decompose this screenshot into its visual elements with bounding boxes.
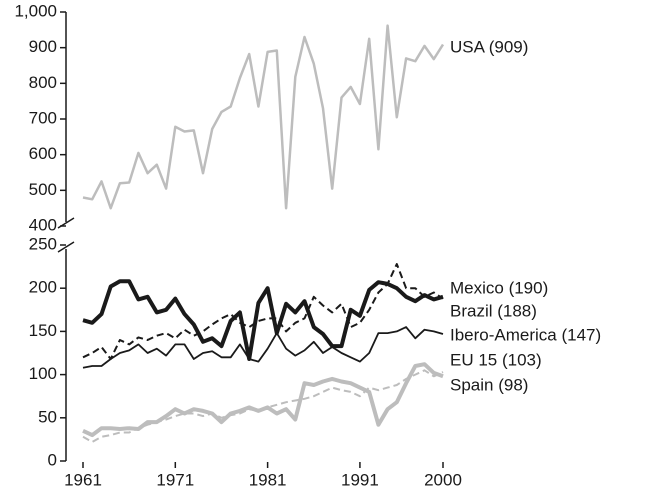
series-line <box>82 263 444 360</box>
y-tick-label: 700 <box>29 108 57 127</box>
x-tick-label: 1981 <box>249 470 287 489</box>
series-line <box>82 24 445 210</box>
y-tick-label: 250 <box>29 234 57 253</box>
legend-label: USA (909) <box>450 37 528 56</box>
x-tick-label: 2000 <box>424 470 462 489</box>
series-line <box>82 362 444 438</box>
y-tick-label: 900 <box>29 37 57 56</box>
legend-label: Brazil (188) <box>450 301 537 320</box>
y-tick-label: 800 <box>29 73 57 92</box>
y-tick-label: 500 <box>29 180 57 199</box>
series-line <box>82 279 444 361</box>
x-tick-label: 1961 <box>64 470 102 489</box>
x-tick-label: 1991 <box>341 470 379 489</box>
legend-label: EU 15 (103) <box>450 350 542 369</box>
axis-break <box>57 217 75 253</box>
y-tick-label: 150 <box>29 321 57 340</box>
series-line <box>82 326 444 369</box>
y-tick-label: 0 <box>48 450 57 469</box>
y-tick-label: 100 <box>29 364 57 383</box>
y-tick-label: 50 <box>38 407 57 426</box>
y-tick-label: 600 <box>29 144 57 163</box>
legend-label: Mexico (190) <box>450 278 548 297</box>
x-tick-label: 1971 <box>156 470 194 489</box>
y-tick-label: 400 <box>29 215 57 234</box>
legend-label: Spain (98) <box>450 375 528 394</box>
y-tick-label: 200 <box>29 278 57 297</box>
legend-label: Ibero-America (147) <box>450 325 601 344</box>
y-tick-label: 1,000 <box>14 1 57 20</box>
